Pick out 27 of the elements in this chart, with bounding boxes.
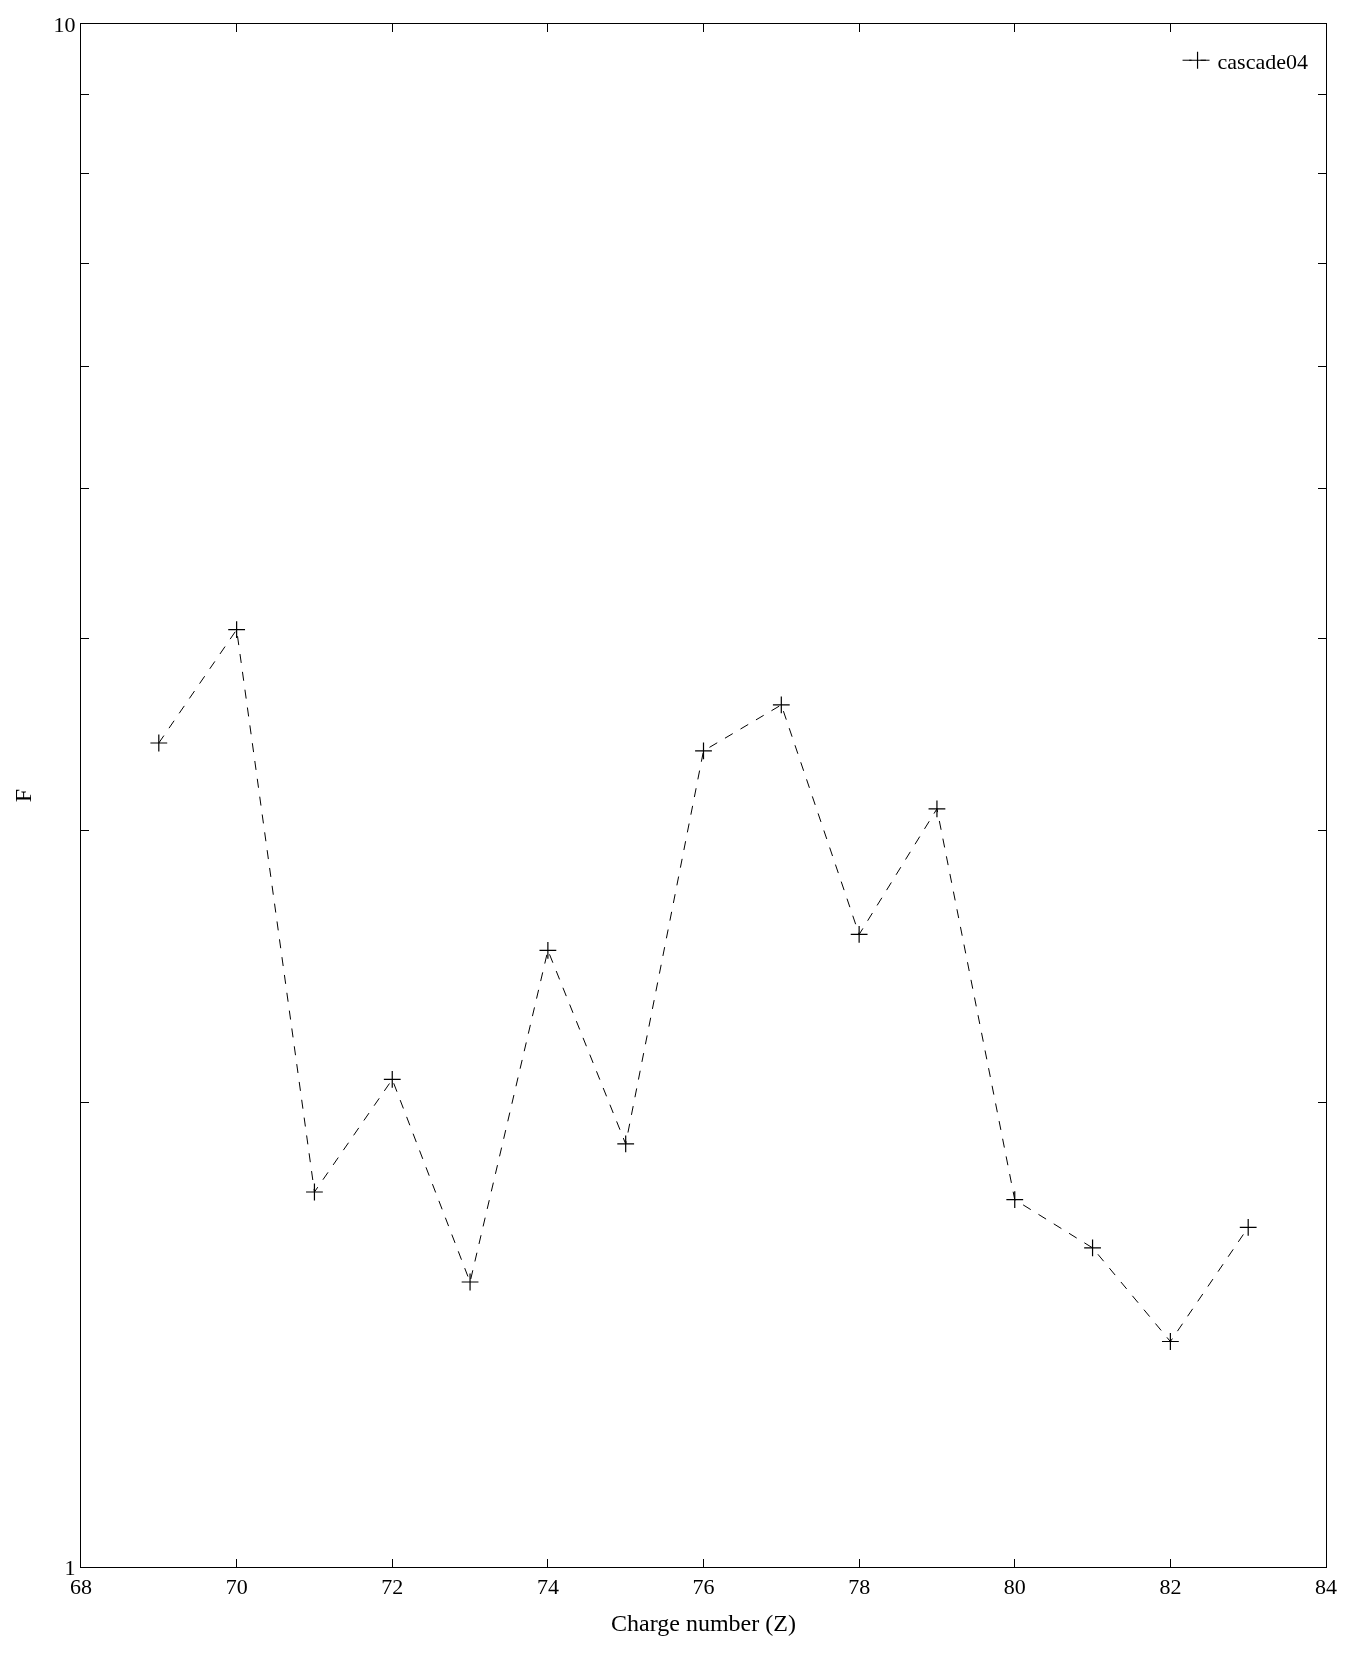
x-tick-label: 80 [1003, 1574, 1026, 1600]
x-tick-label: 70 [225, 1574, 248, 1600]
point [538, 941, 557, 960]
point [383, 1070, 402, 1089]
point [772, 695, 791, 714]
point [305, 1182, 324, 1201]
point [149, 734, 168, 752]
point [927, 799, 946, 818]
point [227, 620, 246, 639]
point [616, 1134, 635, 1153]
x-axis-title: Charge number (Z) [611, 1609, 796, 1636]
point [1083, 1238, 1102, 1257]
y-tick-label: 10 [53, 11, 76, 37]
x-tick-label: 82 [1159, 1574, 1182, 1600]
point [461, 1273, 480, 1292]
x-tick-label: 72 [381, 1574, 404, 1600]
x-tick-label: 76 [692, 1574, 715, 1600]
x-tick-label: 84 [1315, 1574, 1337, 1600]
point [1005, 1190, 1024, 1209]
legend-label: cascade04 [1217, 48, 1308, 74]
y-axis-title: F [9, 788, 36, 803]
point [694, 741, 713, 760]
point [850, 925, 869, 944]
point [1161, 1332, 1180, 1351]
point [1239, 1218, 1258, 1237]
x-tick-label: 74 [536, 1574, 559, 1600]
x-tick-label: 78 [848, 1574, 871, 1600]
